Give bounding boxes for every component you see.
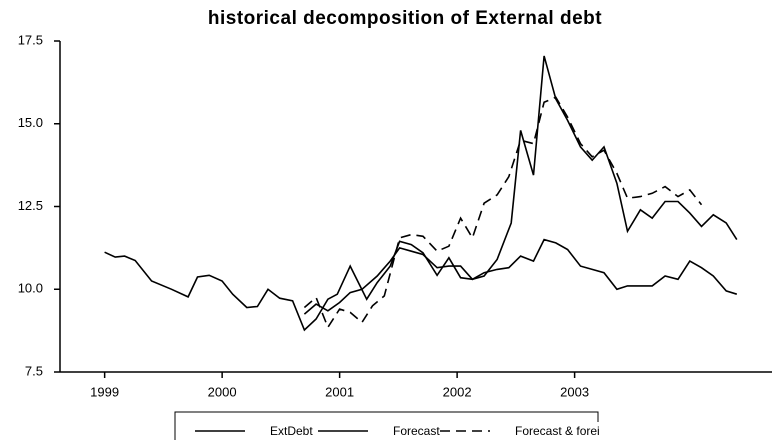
legend-label: Forecast & forei bbox=[515, 424, 600, 438]
series-line bbox=[303, 238, 738, 315]
x-tick-label: 2002 bbox=[443, 384, 472, 399]
series-line bbox=[104, 55, 738, 332]
chart-title: historical decomposition of External deb… bbox=[208, 8, 602, 29]
y-tick-label: 15.0 bbox=[18, 115, 43, 130]
y-tick-label: 10.0 bbox=[18, 281, 43, 296]
x-tick-label: 2001 bbox=[325, 384, 354, 399]
y-tick-label: 7.5 bbox=[25, 363, 43, 378]
series-line bbox=[303, 96, 703, 330]
legend-box bbox=[174, 411, 599, 440]
x-tick-label: 2003 bbox=[560, 384, 589, 399]
x-tick-label: 2000 bbox=[208, 384, 237, 399]
x-tick-label: 1999 bbox=[90, 384, 119, 399]
y-tick-label: 17.5 bbox=[18, 32, 43, 47]
legend-label: Forecast bbox=[393, 424, 440, 438]
legend-label: ExtDebt bbox=[270, 424, 313, 438]
y-tick-label: 12.5 bbox=[18, 198, 43, 213]
